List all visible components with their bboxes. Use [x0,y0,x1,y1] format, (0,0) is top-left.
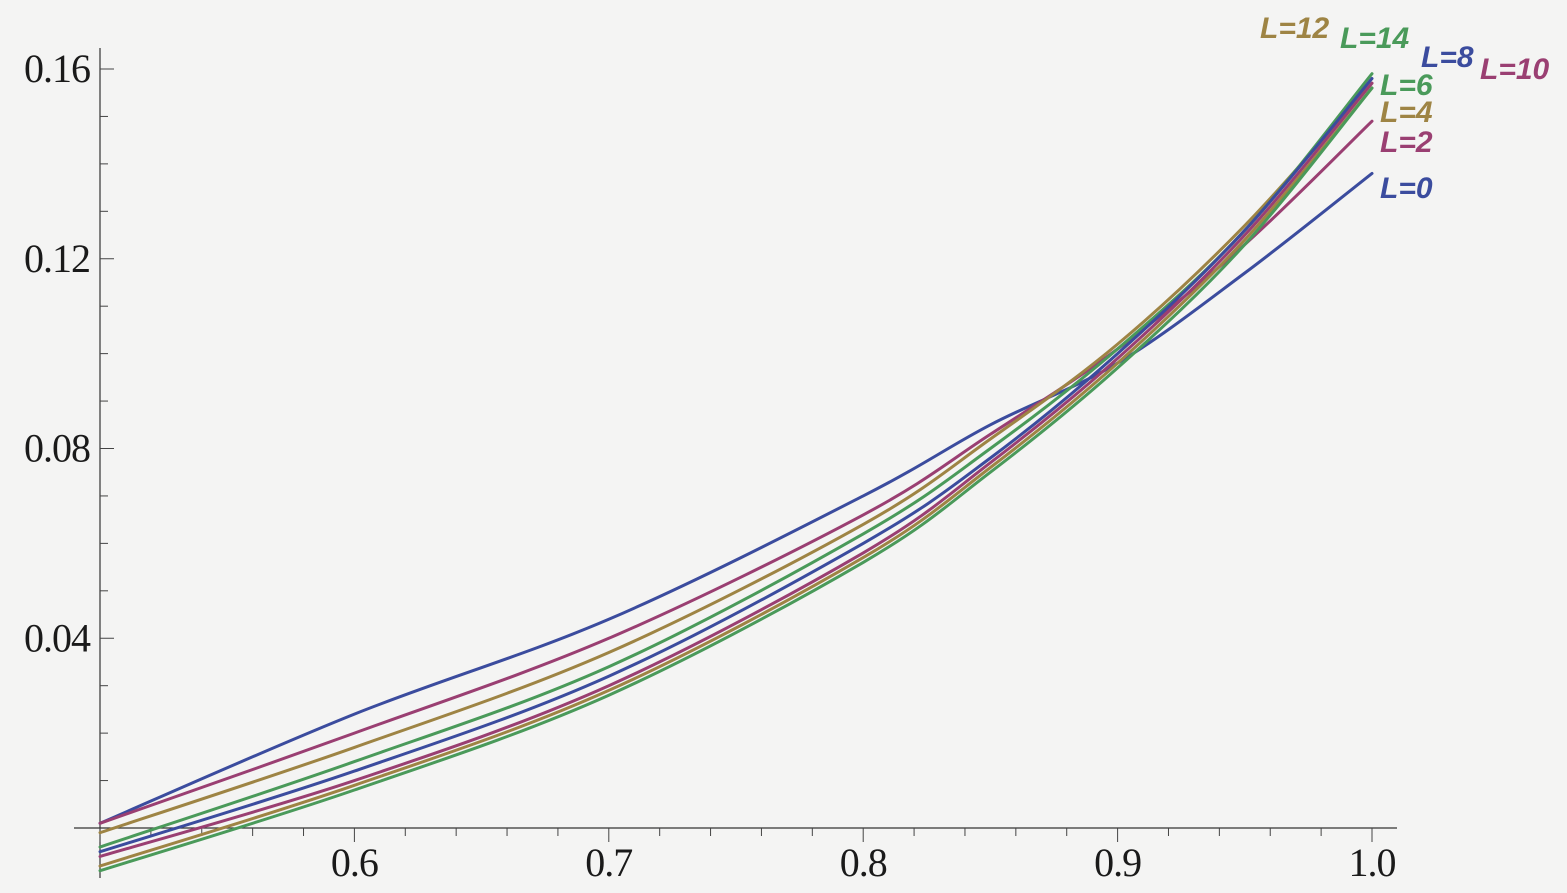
series-label-l-12: L=12 [1260,12,1330,45]
y-tick-label: 0.04 [24,615,91,660]
y-tick-label: 0.12 [24,236,90,281]
series-label-l-8: L=8 [1421,41,1474,74]
x-tick-label: 1.0 [1349,840,1396,885]
y-tick-label: 0.08 [24,426,90,471]
series-label-l-14: L=14 [1340,22,1410,55]
series-line-l-4 [98,81,1374,835]
y-tick-label: 0.16 [24,46,90,91]
x-tick-label: 0.9 [1094,840,1141,885]
axes [74,48,1397,878]
series-line-l-6 [98,72,1374,849]
series-label-l-10: L=10 [1480,53,1550,86]
series-label-l-4: L=4 [1380,96,1433,129]
x-tick-label: 0.8 [840,840,887,885]
x-tick-label: 0.7 [585,840,632,885]
tick-labels: 0.6 0.7 0.8 0.9 1.0 0.04 0.08 0.12 0.16 [24,46,1397,885]
series-line-l-10 [98,81,1374,858]
series-label-l-6: L=6 [1380,69,1433,102]
series-line-l-14 [98,86,1374,873]
series-line-l-12 [98,86,1374,868]
series-line-l-8 [98,77,1374,854]
series-line-l-0 [98,171,1374,825]
series-label-l-0: L=0 [1380,172,1433,205]
series-lines [98,72,1374,873]
x-tick-label: 0.6 [331,840,378,885]
series-line-l-2 [98,119,1374,825]
series-label-l-2: L=2 [1380,126,1433,159]
series-labels: L=0 L=2L=4L=6L=8 L=10 L=12 L=14 [1260,12,1550,205]
